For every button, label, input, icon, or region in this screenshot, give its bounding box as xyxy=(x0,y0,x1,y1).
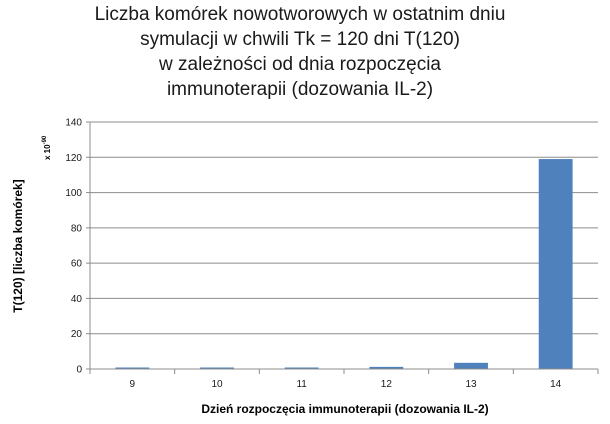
x-tick-label-14: 14 xyxy=(550,379,562,390)
axes xyxy=(89,122,599,374)
x-tick-label-11: 11 xyxy=(296,379,307,390)
x-tick-label-13: 13 xyxy=(465,379,477,390)
y-tick-label-20: 20 xyxy=(71,329,83,340)
y-tick-label-140: 140 xyxy=(65,118,82,129)
gridlines xyxy=(90,121,598,335)
y-tick-label-40: 40 xyxy=(71,294,83,305)
chart-title-line-1: Liczba komórek nowotworowych w ostatnim … xyxy=(94,4,506,25)
x-tick-labels: 9 10 11 12 13 14 xyxy=(130,379,562,390)
bar-day-13 xyxy=(454,362,488,369)
y-tick-label-100: 100 xyxy=(65,188,82,199)
x-tick-label-10: 10 xyxy=(211,379,223,390)
y-tick-label-0: 0 xyxy=(76,365,82,376)
chart-title-line-2: symulacji w chwili Tk = 120 dni T(120) xyxy=(140,29,460,50)
x-tick-label-12: 12 xyxy=(381,379,393,390)
y-scale-exponent: -90 xyxy=(42,135,48,144)
bar-day-9 xyxy=(115,367,150,369)
bars xyxy=(115,159,573,369)
chart-title: Liczba komórek nowotworowych w ostatnim … xyxy=(50,2,550,102)
bar-day-10 xyxy=(200,367,234,369)
y-axis-label: T(120) [liczba komórek] xyxy=(11,179,25,312)
y-tick-label-80: 80 xyxy=(71,223,83,234)
x-tick-label-9: 9 xyxy=(130,379,136,390)
chart-title-line-3: w zależności od dnia rozpoczęcia xyxy=(159,54,441,75)
y-scale-note: x 10-90 xyxy=(42,135,52,160)
y-tick-label-60: 60 xyxy=(71,259,83,270)
y-scale-base: x 10 xyxy=(43,144,52,160)
bar-day-14 xyxy=(538,159,573,369)
bar-day-12 xyxy=(369,366,404,369)
x-axis-label: Dzień rozpoczęcia immunoterapii (dozowan… xyxy=(201,402,488,416)
y-tick-label-120: 120 xyxy=(65,153,82,164)
bar-day-11 xyxy=(284,367,319,369)
y-tick-labels: 0 20 40 60 80 100 120 140 xyxy=(65,118,90,376)
chart-title-line-4: immunoterapii (dozowania IL-2) xyxy=(166,79,434,100)
